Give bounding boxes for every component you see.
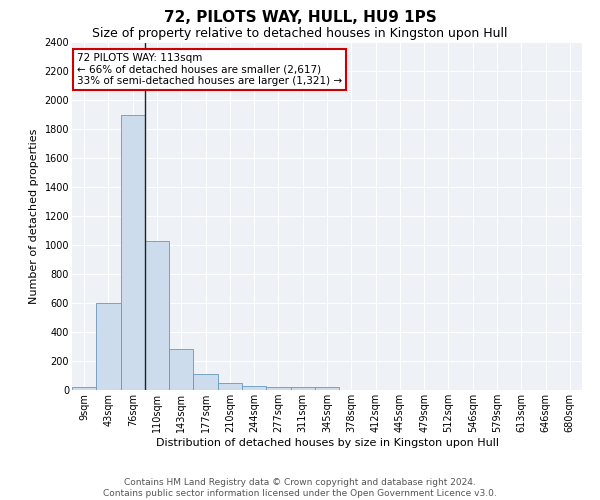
Text: Contains HM Land Registry data © Crown copyright and database right 2024.
Contai: Contains HM Land Registry data © Crown c…: [103, 478, 497, 498]
Bar: [96, 303, 121, 390]
Y-axis label: Number of detached properties: Number of detached properties: [29, 128, 39, 304]
Bar: [72, 387, 96, 390]
Bar: [218, 384, 242, 390]
X-axis label: Distribution of detached houses by size in Kingston upon Hull: Distribution of detached houses by size …: [155, 438, 499, 448]
Bar: [169, 348, 193, 390]
Bar: [315, 387, 339, 390]
Text: 72, PILOTS WAY, HULL, HU9 1PS: 72, PILOTS WAY, HULL, HU9 1PS: [164, 10, 436, 25]
Bar: [145, 241, 169, 390]
Bar: [290, 387, 315, 390]
Text: Size of property relative to detached houses in Kingston upon Hull: Size of property relative to detached ho…: [92, 28, 508, 40]
Text: 72 PILOTS WAY: 113sqm
← 66% of detached houses are smaller (2,617)
33% of semi-d: 72 PILOTS WAY: 113sqm ← 66% of detached …: [77, 53, 342, 86]
Bar: [266, 387, 290, 390]
Bar: [121, 115, 145, 390]
Bar: [193, 374, 218, 390]
Bar: [242, 386, 266, 390]
